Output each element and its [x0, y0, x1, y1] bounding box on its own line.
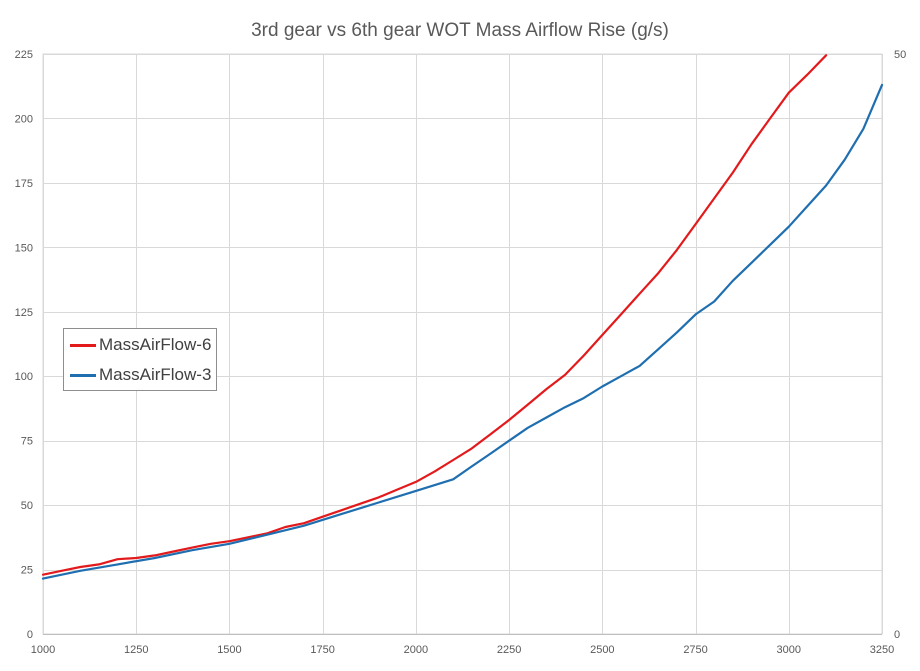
x-tick-label: 1500 [217, 644, 241, 656]
legend-swatch-massairflow-6 [70, 343, 96, 347]
y-tick-label: 175 [15, 178, 33, 190]
x-tick-label: 1250 [124, 644, 148, 656]
y2-tick-label: 0 [894, 629, 900, 641]
legend-label-massairflow-3: MassAirFlow-3 [99, 365, 212, 384]
x-tick-label: 3000 [777, 644, 801, 656]
y-tick-label: 100 [15, 371, 33, 383]
chart-title: 3rd gear vs 6th gear WOT Mass Airflow Ri… [251, 20, 669, 41]
legend-swatch-massairflow-3 [70, 373, 96, 377]
x-tick-label: 1750 [310, 644, 334, 656]
x-tick-label: 2500 [590, 644, 614, 656]
y-tick-label: 150 [15, 242, 33, 254]
x-tick-label: 1000 [31, 644, 55, 656]
x-tick-label: 3250 [870, 644, 894, 656]
series-line-massairflow-6 [41, 54, 828, 576]
y-tick-label: 0 [27, 629, 33, 641]
series-line-massairflow-3 [41, 83, 884, 580]
y-tick-label: 125 [15, 307, 33, 319]
gridlines [42, 53, 883, 635]
x-tick-label: 2000 [404, 644, 428, 656]
series-lines [41, 54, 884, 580]
legend-item-massairflow-3: MassAirFlow-3 [70, 364, 211, 386]
tick-labels: 1000 1250 1500 1750 2000 2250 2500 2750 3000 3250… [15, 49, 907, 656]
y-tick-label: 225 [15, 49, 33, 61]
y-tick-label: 200 [15, 113, 33, 125]
x-tick-label: 2250 [497, 644, 521, 656]
y2-tick-label: 50 [894, 49, 906, 61]
y-tick-label: 75 [21, 436, 33, 448]
x-tick-label: 2750 [683, 644, 707, 656]
y-tick-label: 25 [21, 565, 33, 577]
legend: MassAirFlow-6 MassAirFlow-3 [63, 328, 217, 391]
legend-label-massairflow-6: MassAirFlow-6 [99, 335, 212, 354]
legend-item-massairflow-6: MassAirFlow-6 [70, 334, 211, 356]
y-tick-label: 50 [21, 500, 33, 512]
